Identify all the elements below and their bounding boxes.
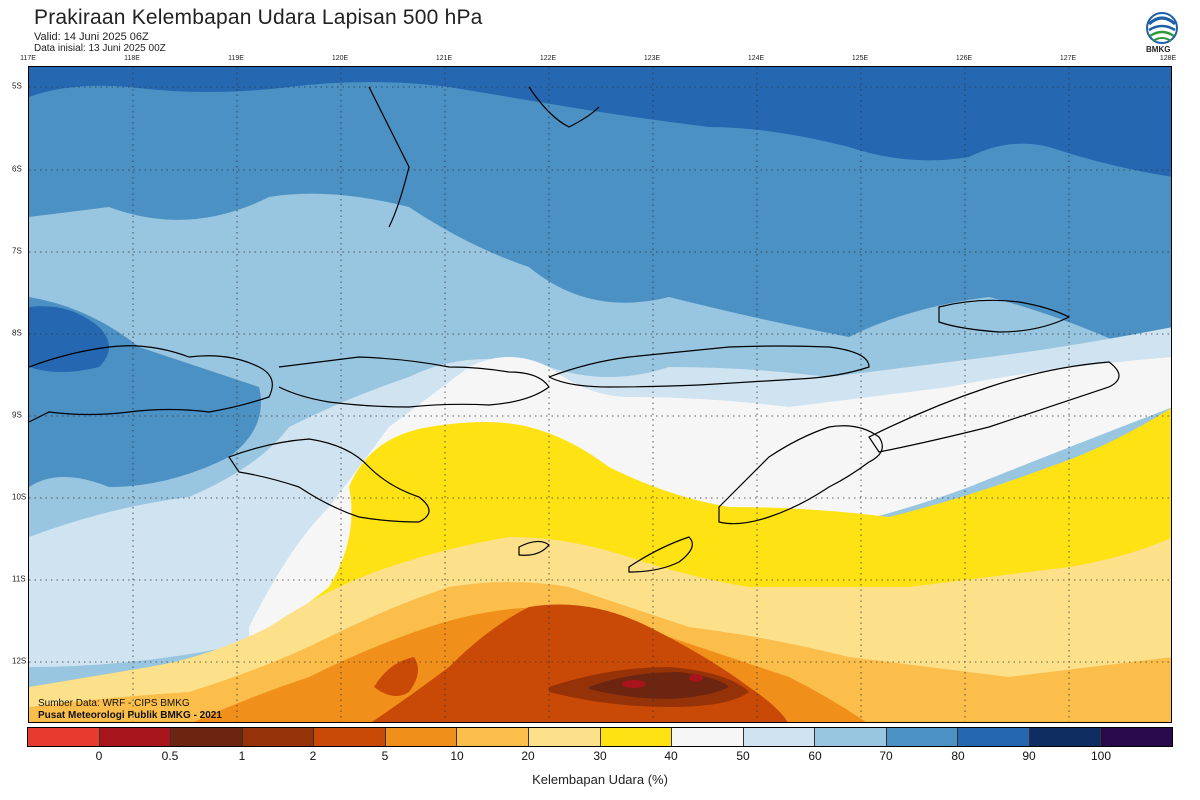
- coastlines: [29, 86, 1120, 573]
- colorbar-segment: [28, 728, 100, 746]
- coast-timor-east: [868, 361, 1120, 453]
- lon-label-128e: 128E: [1159, 55, 1177, 62]
- coast-sumbawa-flores: [278, 356, 550, 408]
- lat-label-5s: 5S: [12, 81, 22, 91]
- colorbar-label: 10: [450, 749, 464, 763]
- field-2-5-west: [374, 657, 418, 696]
- colorbar-segment: [314, 728, 386, 746]
- colorbar-label: 0.5: [161, 749, 179, 763]
- lon-label-123e: 123E: [643, 55, 661, 62]
- colorbar-label: 90: [1022, 749, 1036, 763]
- humidity-field: [29, 67, 1171, 722]
- init-time: Data inisial: 13 Juni 2025 00Z: [34, 43, 166, 54]
- colorbar-label: 30: [593, 749, 607, 763]
- colorbar-segment: [743, 728, 816, 746]
- lon-label-126e: 126E: [955, 55, 973, 62]
- coast-timor: [718, 425, 883, 525]
- field-0-0-5: [622, 680, 646, 688]
- lat-label-7s: 7S: [12, 246, 22, 256]
- lon-label-122e: 122E: [539, 55, 557, 62]
- colorbar-segment: [600, 728, 673, 746]
- colorbar-label: 80: [951, 749, 965, 763]
- coast-rote: [628, 536, 693, 573]
- lon-label-121e: 121E: [435, 55, 453, 62]
- coast-sulawesi: [368, 86, 410, 228]
- colorbar-segment: [886, 728, 959, 746]
- colorbar: [27, 727, 1173, 747]
- coast-lombok-sumbawa-west: [29, 345, 273, 423]
- colorbar-segment: [242, 728, 315, 746]
- coast-buton: [528, 86, 600, 128]
- colorbar-label: 100: [1090, 749, 1112, 763]
- lon-label-120e: 120E: [331, 55, 349, 62]
- lat-label-8s: 8S: [12, 328, 22, 338]
- valid-time: Valid: 14 Juni 2025 06Z: [34, 31, 149, 43]
- data-source: Sumber Data: WRF - CIPS BMKG: [38, 698, 190, 709]
- colorbar-label: 70: [879, 749, 893, 763]
- humidity-map: [28, 66, 1172, 723]
- colorbar-segment: [815, 728, 887, 746]
- bmkg-logo: [1146, 12, 1178, 44]
- colorbar-label: 5: [381, 749, 389, 763]
- colorbar-label: 0: [95, 749, 103, 763]
- colorbar-label: 60: [808, 749, 822, 763]
- colorbar-segment: [1029, 728, 1102, 746]
- logo-label: BMKG: [1146, 45, 1171, 54]
- lon-label-119e: 119E: [228, 55, 244, 62]
- lat-label-11s: 11S: [12, 574, 26, 584]
- lon-label-127e: 127E: [1059, 55, 1077, 62]
- colorbar-label: 2: [309, 749, 317, 763]
- lon-label-125e: 125E: [851, 55, 869, 62]
- field-80-90-north: [29, 67, 1171, 177]
- colorbar-label: 50: [736, 749, 750, 763]
- field-0-0-5-east: [689, 674, 703, 682]
- lat-label-9s: 9S: [12, 410, 22, 420]
- lat-label-12s: 12S: [12, 656, 27, 666]
- lat-label-10s: 10S: [12, 492, 27, 502]
- lon-label-117e: 117E: [20, 55, 36, 62]
- colorbar-segment: [528, 728, 601, 746]
- lon-label-118e: 118E: [124, 55, 140, 62]
- coast-rote-west: [518, 540, 550, 556]
- coast-flores-east: [548, 345, 870, 388]
- field-80-90-west: [29, 306, 109, 372]
- colorbar-segment: [385, 728, 458, 746]
- page-title: Prakiraan Kelembapan Udara Lapisan 500 h…: [34, 6, 483, 29]
- publisher: Pusat Meteorologi Publik BMKG - 2021: [38, 710, 222, 721]
- colorbar-label: 20: [521, 749, 535, 763]
- colorbar-segment: [457, 728, 529, 746]
- colorbar-segment: [1101, 728, 1172, 746]
- coast-sumba: [228, 438, 430, 523]
- colorbar-label: 1: [238, 749, 246, 763]
- colorbar-segment: [672, 728, 744, 746]
- coast-wetar: [938, 299, 1071, 333]
- colorbar-segment: [99, 728, 172, 746]
- lat-label-6s: 6S: [12, 164, 22, 174]
- colorbar-segment: [171, 728, 243, 746]
- colorbar-unit-label: Kelembapan Udara (%): [532, 772, 668, 787]
- colorbar-label: 40: [664, 749, 678, 763]
- graticule: [29, 67, 1171, 722]
- lon-label-124e: 124E: [747, 55, 765, 62]
- colorbar-segment: [958, 728, 1030, 746]
